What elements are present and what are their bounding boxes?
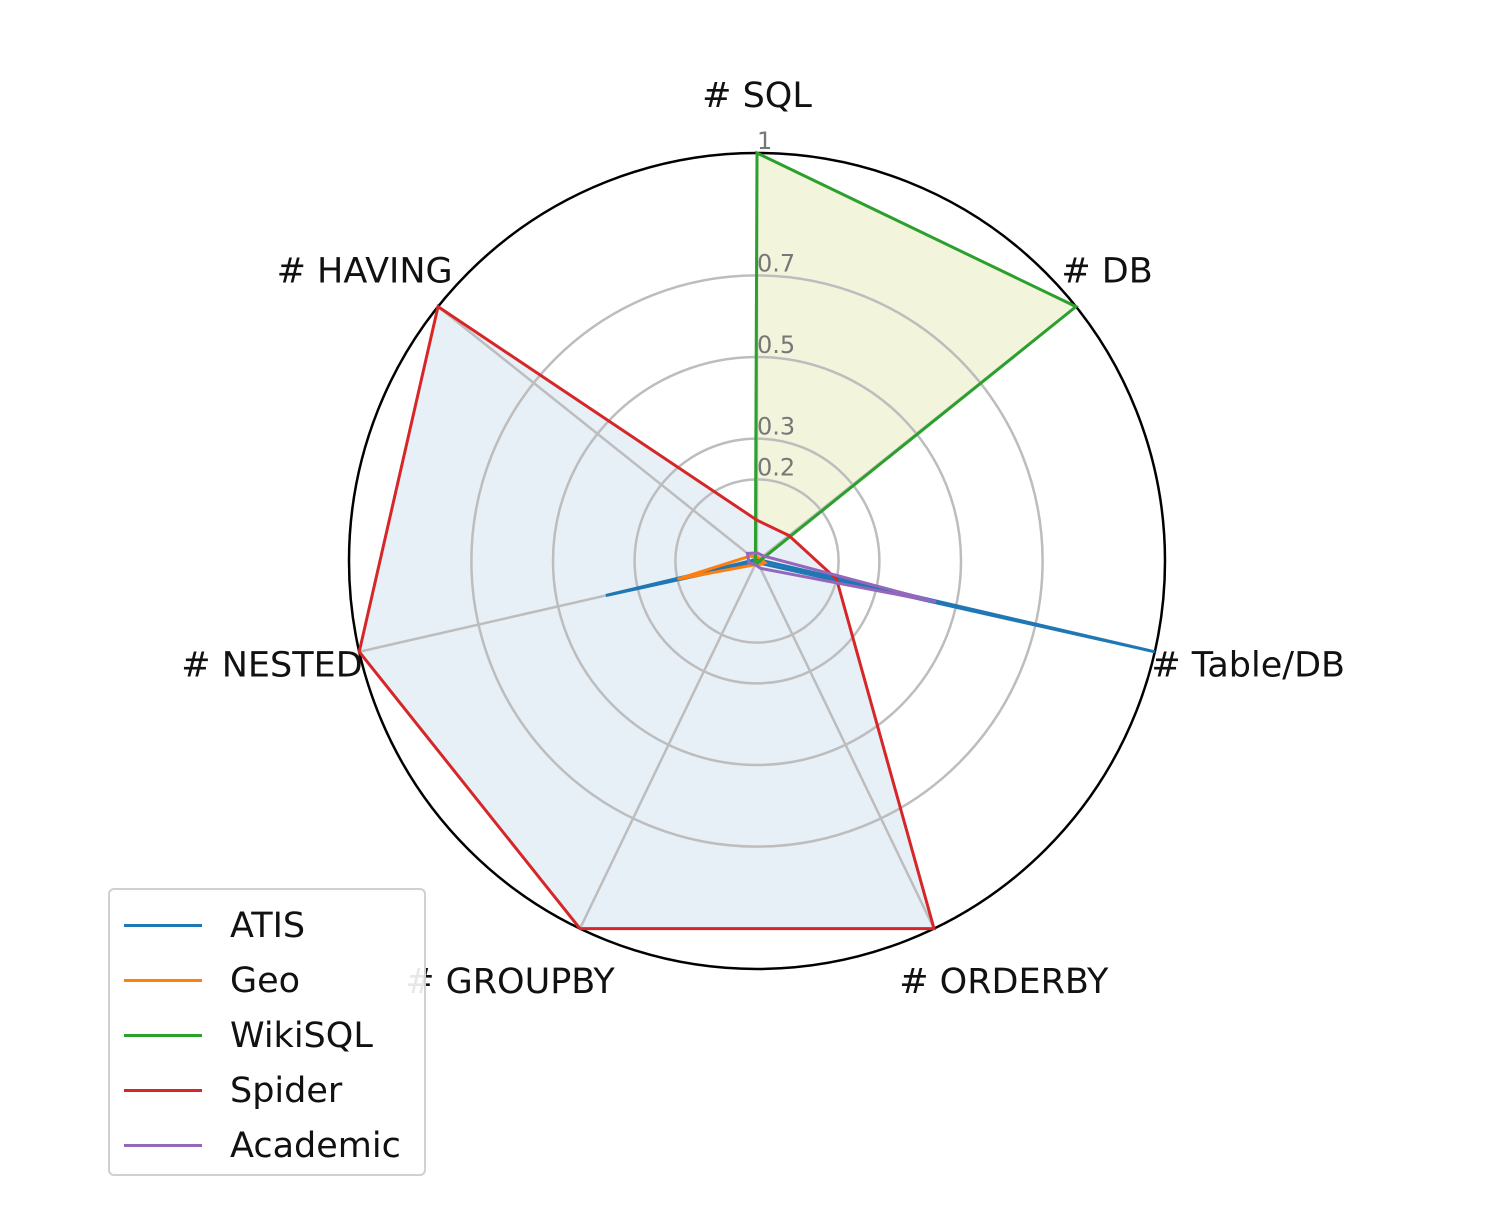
series-line-2 [753, 150, 1079, 565]
tick-label: 0.3 [757, 413, 795, 441]
legend-swatch [124, 1089, 202, 1092]
legend-label: Geo [230, 960, 301, 1001]
legend-item: Academic [110, 1118, 424, 1173]
grid-spoke [755, 560, 936, 930]
legend-swatch [124, 924, 202, 927]
radial-tick-labels: 1 0.7 0.5 0.3 0.2 [757, 127, 795, 481]
tick-label: 0.2 [757, 453, 795, 481]
legend-swatch [124, 1144, 202, 1147]
grid-spoke [578, 560, 759, 930]
tick-label: 0.5 [757, 331, 795, 359]
legend-label: ATIS [230, 905, 306, 946]
legend-item: Spider [110, 1063, 424, 1118]
legend-item: WikiSQL [110, 1008, 424, 1063]
series-fills [359, 153, 1076, 929]
axis-label: # SQL [702, 76, 812, 116]
axis-label: # ORDERBY [899, 962, 1109, 1002]
tick-label: 0.7 [757, 249, 795, 277]
legend-label: Academic [230, 1125, 401, 1166]
grid-spoke [437, 305, 758, 562]
axis-labels: # SQL # DB # Table/DB # ORDERBY # GROUPBY # N… [181, 76, 1345, 1002]
series-lines [357, 150, 1156, 931]
axis-label: # GROUPBY [405, 962, 615, 1002]
series-fill-3 [359, 306, 935, 929]
legend-label: Spider [230, 1070, 343, 1111]
legend-item: Geo [110, 953, 424, 1008]
axis-label: # DB [1061, 251, 1152, 291]
legend-swatch [124, 979, 202, 982]
legend: ATIS Geo WikiSQL Spider Academic [108, 888, 426, 1176]
series-fill-2 [755, 153, 1076, 563]
axis-label: # NESTED [181, 646, 362, 686]
series-line-3 [357, 304, 937, 931]
axis-label: # HAVING [277, 251, 453, 291]
legend-item: ATIS [110, 898, 424, 953]
legend-label: WikiSQL [230, 1015, 373, 1056]
tick-label: 1 [757, 127, 772, 155]
legend-swatch [124, 1034, 202, 1037]
series-line-4 [745, 551, 937, 604]
axis-label: # Table/DB [1151, 646, 1345, 686]
